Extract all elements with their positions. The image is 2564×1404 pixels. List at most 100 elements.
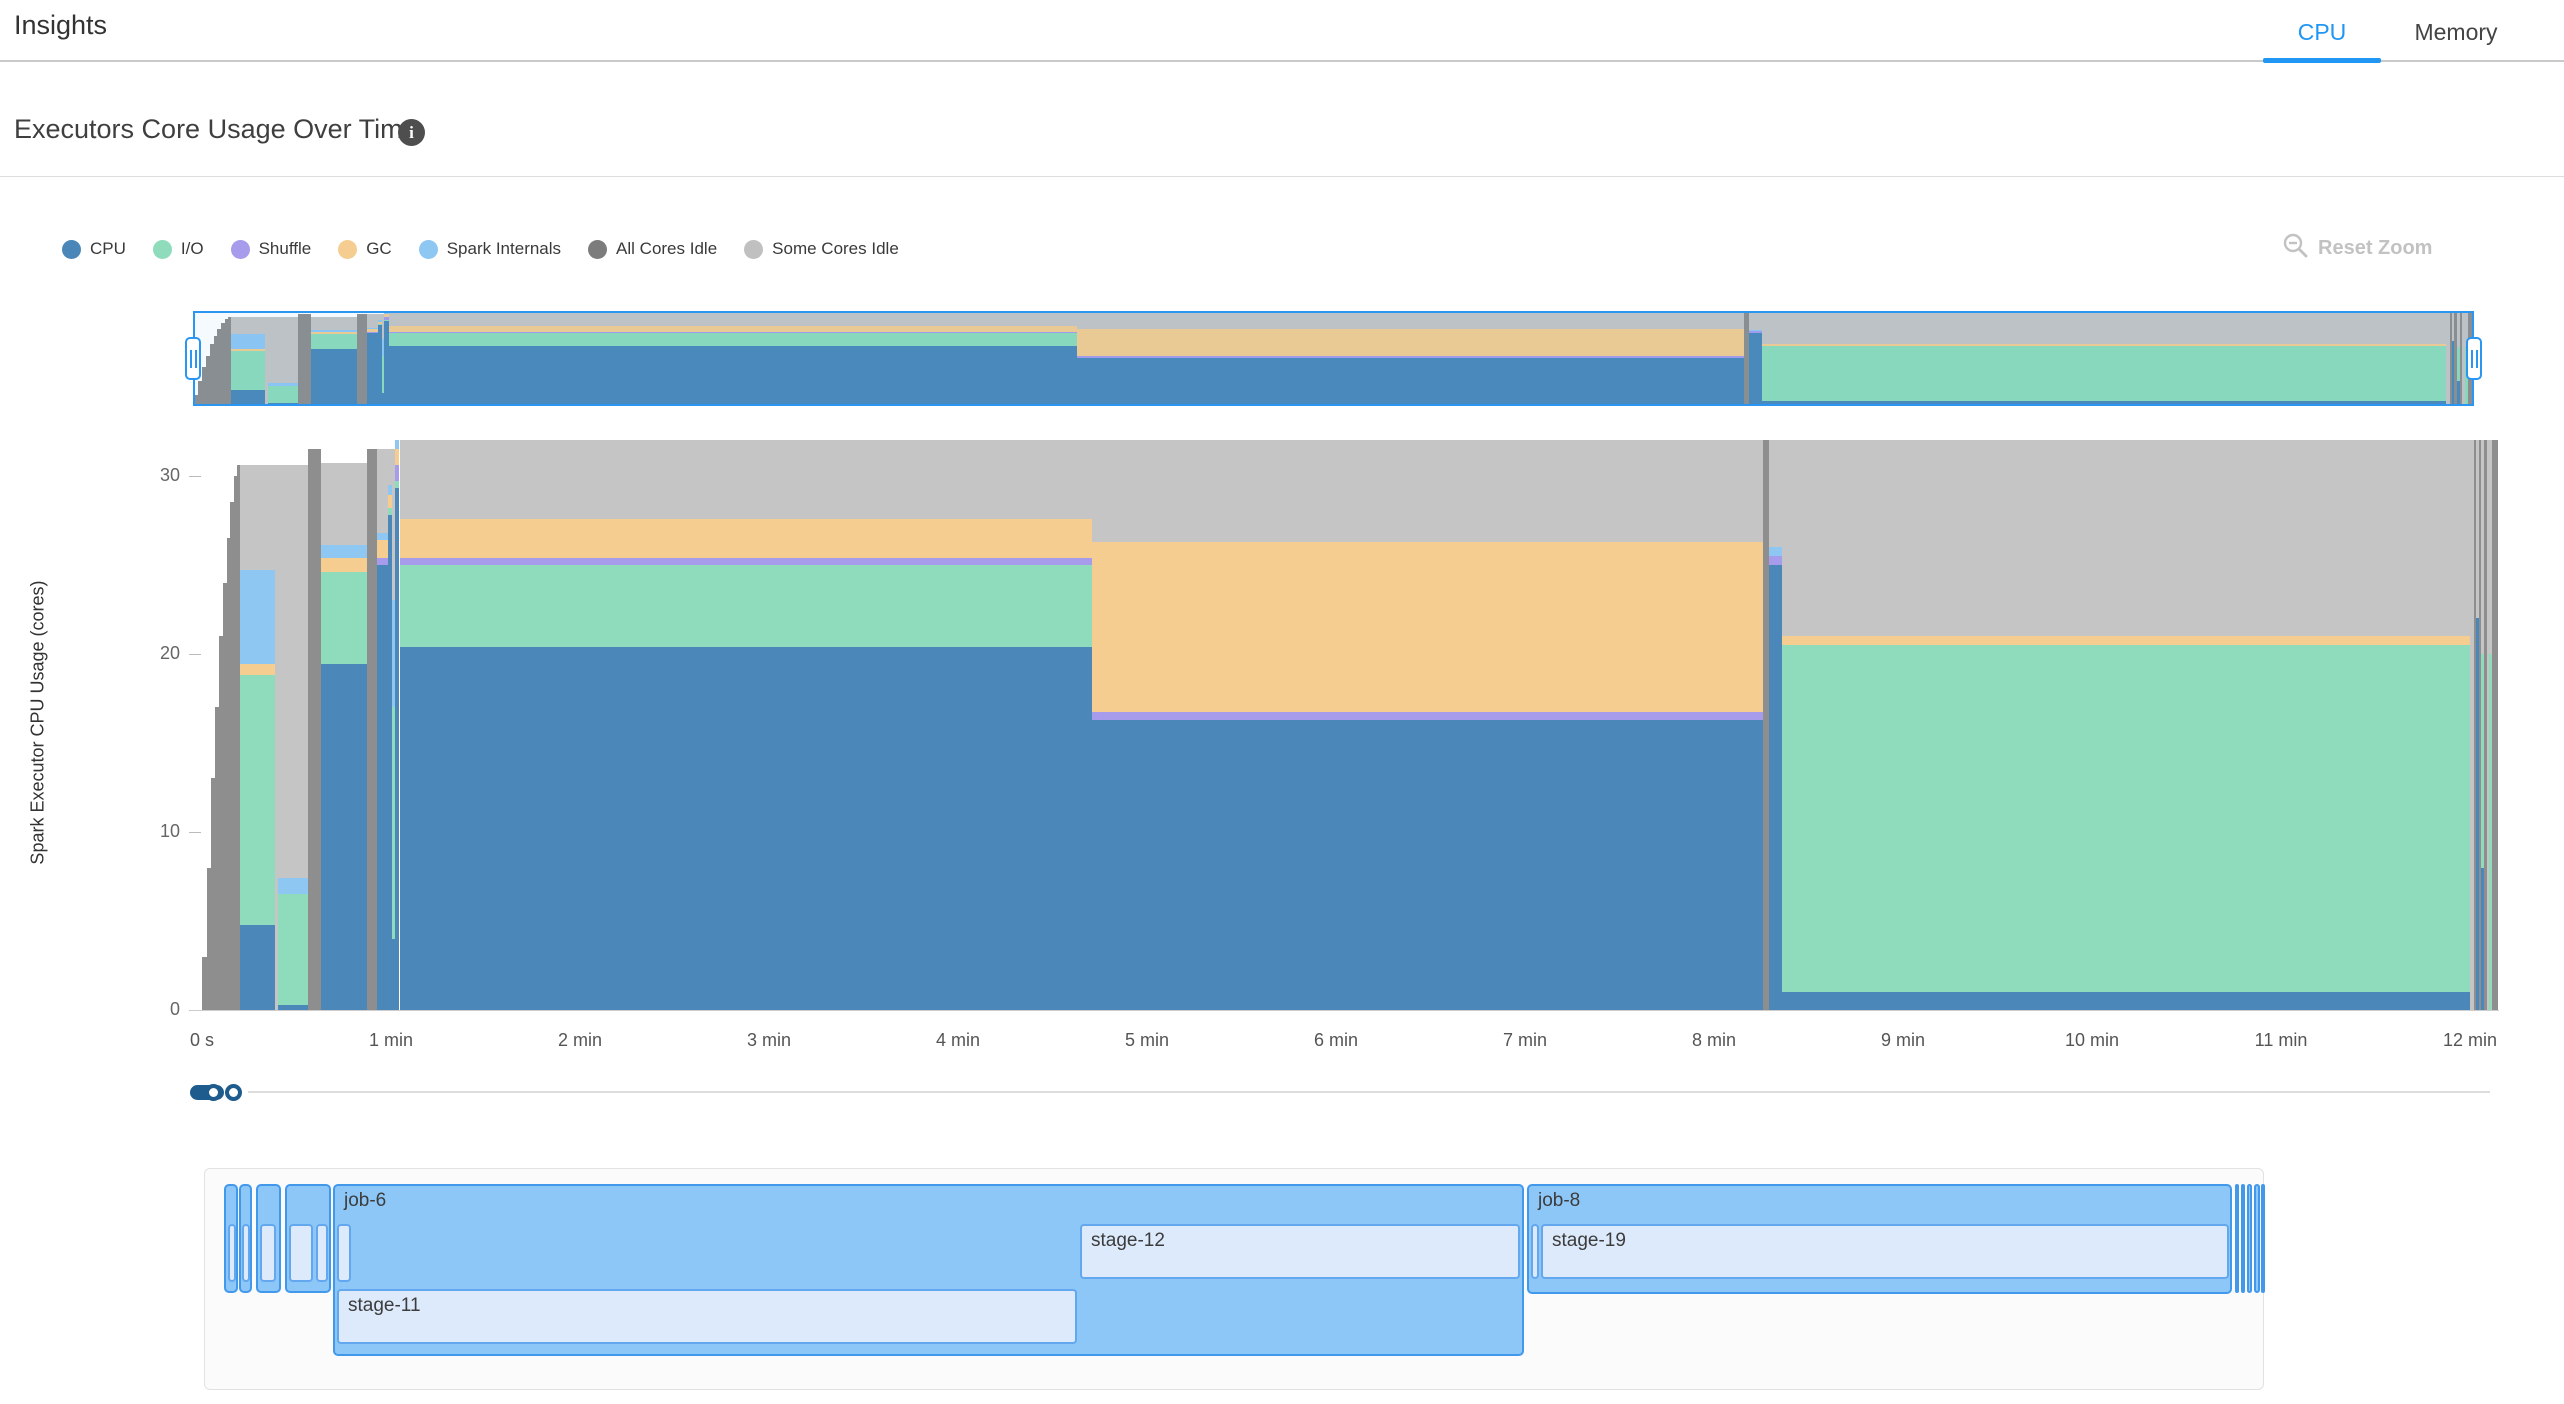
legend-item-gc[interactable]: GC [338, 239, 392, 259]
stage-bar-stage-19[interactable]: stage-19 [1541, 1224, 2229, 1279]
zoom-brush-selection[interactable] [193, 311, 2474, 406]
legend-item-cpu[interactable]: CPU [62, 239, 126, 259]
job-label: job-6 [344, 1190, 387, 1211]
timeline-toggle-knob[interactable] [205, 1084, 222, 1101]
area-segment-cpu [381, 392, 385, 404]
legend-label: All Cores Idle [616, 239, 718, 258]
area-segment-shuffle [1768, 555, 1783, 565]
area-segment-some_idle [2470, 440, 2474, 1010]
legend-item-shuffle[interactable]: Shuffle [230, 239, 311, 259]
area-segment-all_idle [193, 395, 198, 404]
area-segment-cpu [1768, 564, 1783, 1010]
area-segment-some_idle [321, 463, 368, 546]
stage-label: stage-12 [1091, 1230, 1165, 1251]
job-bar[interactable] [2235, 1184, 2239, 1293]
brush-handle-right[interactable] [2466, 337, 2482, 380]
stage-bar[interactable] [242, 1224, 250, 1282]
job-bar[interactable] [2261, 1184, 2265, 1293]
area-segment-cpu [2476, 618, 2479, 1010]
area-segment-all_idle [215, 707, 219, 1010]
job-bar[interactable] [2241, 1184, 2245, 1293]
area-segment-all_idle [213, 335, 218, 404]
area-segment-cpu [239, 924, 275, 1010]
area-segment-some_idle [311, 316, 358, 330]
area-segment-all_idle [222, 582, 227, 1010]
stage-bar[interactable] [316, 1224, 328, 1282]
area-segment-cpu [1749, 332, 1763, 404]
legend-item-io[interactable]: I/O [152, 239, 204, 259]
chart-legend: CPU I/O Shuffle GC Spark Internals All Cores … [62, 234, 899, 264]
x-tick-label: 8 min [1691, 1030, 1736, 1050]
area-segment-all_idle [2454, 313, 2458, 404]
overview-chart-areas [193, 313, 2474, 404]
area-segment-cpu [388, 514, 392, 1010]
legend-item-internals[interactable]: Spark Internals [418, 239, 562, 259]
job-bar[interactable] [239, 1184, 252, 1293]
header-divider [0, 60, 2564, 62]
tab-cpu[interactable]: CPU [2297, 19, 2347, 45]
x-tick-label: 7 min [1502, 1030, 1547, 1050]
tab-memory[interactable]: Memory [2414, 19, 2498, 45]
overview-chart[interactable] [185, 311, 2482, 406]
io-legend-dot-icon [152, 239, 172, 259]
x-tick-label: 4 min [935, 1030, 980, 1050]
legend-item-all_idle[interactable]: All Cores Idle [588, 239, 717, 259]
area-segment-some_idle [2451, 313, 2455, 342]
job-bar[interactable] [256, 1184, 281, 1293]
area-segment-some_idle [1762, 313, 2446, 345]
area-segment-io [377, 323, 382, 325]
area-segment-cpu [2457, 381, 2460, 404]
job-bar-job-6[interactable]: job-6 stage-12 stage-11 [333, 1184, 1524, 1356]
area-segment-io [2457, 347, 2460, 382]
area-segment-io [389, 332, 1078, 346]
brush-handle-left[interactable] [185, 337, 201, 380]
timeline-slider-handle[interactable] [225, 1084, 242, 1101]
stage-bar[interactable] [228, 1224, 236, 1282]
job-bar[interactable] [285, 1184, 331, 1293]
some_idle-legend-dot-icon [744, 239, 764, 259]
stage-bar[interactable] [337, 1224, 351, 1282]
reset-zoom-label: Reset Zoom [2318, 236, 2433, 259]
job-bar[interactable] [2254, 1184, 2260, 1293]
cpu-usage-chart-plot[interactable] [202, 440, 2499, 1010]
area-segment-all_idle [298, 314, 312, 404]
stage-bar-stage-11[interactable]: stage-11 [337, 1289, 1077, 1344]
area-segment-gc [1762, 344, 2446, 346]
area-segment-shuffle [384, 317, 390, 320]
job-bar-job-8[interactable]: job-8 stage-19 [1527, 1184, 2232, 1294]
stage-bar-stage-12[interactable]: stage-12 [1080, 1224, 1520, 1279]
stage-bar[interactable] [260, 1224, 276, 1282]
area-segment-some_idle [2489, 440, 2493, 654]
area-segment-gc [394, 448, 400, 465]
zoom-out-icon [2282, 232, 2308, 264]
area-segment-some_idle [399, 440, 1093, 520]
area-segment-some_idle [2476, 440, 2479, 619]
area-segment-some_idle [1768, 440, 1783, 547]
area-segment-gc [384, 314, 390, 317]
area-segment-cpu [230, 390, 266, 404]
area-segment-some_idle [2445, 313, 2450, 404]
area-segment-some_idle [265, 316, 269, 404]
area-segment-all_idle [1763, 440, 1769, 1010]
area-segment-cpu [2451, 341, 2455, 404]
job-bar[interactable] [224, 1184, 238, 1293]
area-segment-cpu [321, 664, 368, 1010]
area-segment-io [2489, 653, 2493, 1010]
y-tick-mark [189, 653, 201, 655]
stage-bar[interactable] [289, 1224, 313, 1282]
x-tick-label: 9 min [1880, 1030, 1925, 1050]
area-segment-cpu [376, 564, 389, 1010]
stage-bar[interactable] [1531, 1224, 1539, 1279]
area-segment-some_idle [1092, 440, 1764, 542]
legend-label: Spark Internals [446, 239, 562, 258]
job-bar[interactable] [2247, 1184, 2252, 1293]
area-segment-gc [376, 539, 389, 558]
info-icon[interactable]: i [398, 119, 425, 146]
area-segment-internals [1749, 330, 1763, 332]
area-segment-some_idle [2465, 313, 2468, 348]
reset-zoom-button[interactable]: Reset Zoom [2282, 228, 2432, 268]
area-segment-cpu [268, 403, 299, 404]
area-segment-shuffle [1749, 331, 1763, 333]
legend-item-some_idle[interactable]: Some Cores Idle [744, 239, 899, 259]
area-segment-all_idle [2449, 313, 2452, 404]
